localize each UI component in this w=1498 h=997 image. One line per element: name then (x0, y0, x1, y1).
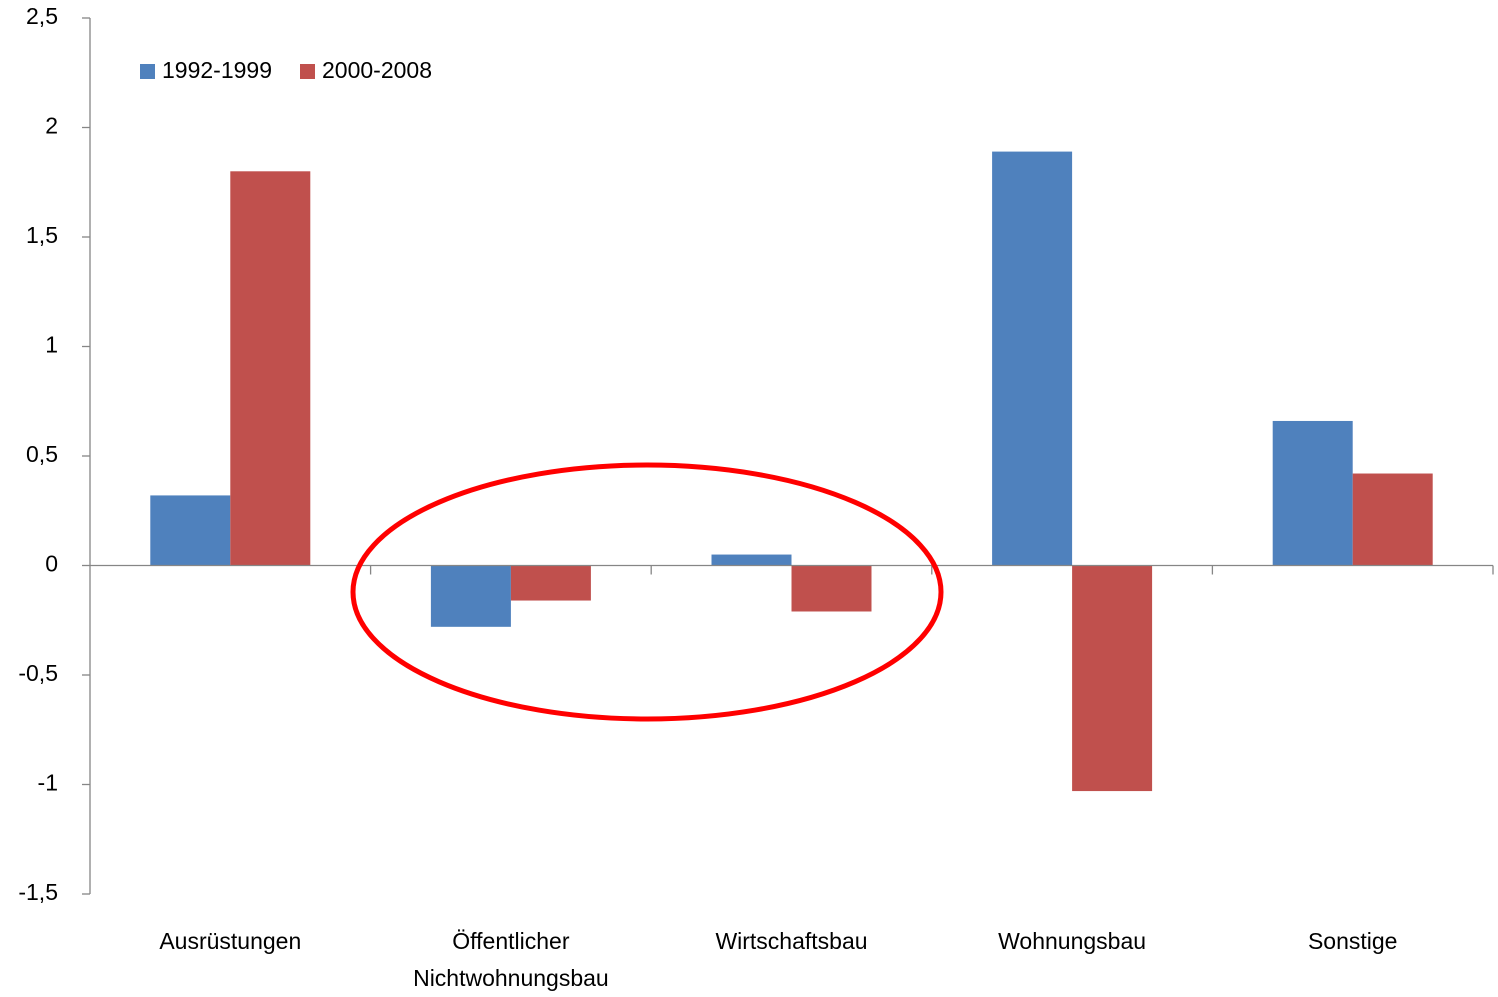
bar (791, 565, 872, 612)
y-tick-label: -1,5 (18, 879, 58, 905)
legend-swatch (140, 64, 155, 79)
bar (1352, 473, 1433, 566)
bar (230, 171, 311, 566)
y-tick-label: 0 (45, 551, 58, 577)
bar (992, 151, 1073, 566)
bar (150, 495, 231, 566)
bar (430, 565, 511, 627)
y-tick-label: 2 (45, 113, 58, 139)
y-tick-label: 0,5 (26, 441, 58, 467)
bar (711, 554, 792, 566)
y-tick-label: 1,5 (26, 222, 58, 248)
bar (1072, 565, 1153, 792)
x-tick-label: Wohnungsbau (998, 928, 1146, 954)
y-tick-label: -1 (38, 770, 58, 796)
x-tick-label: Öffentlicher Nichtwohnungsbau (413, 928, 609, 991)
legend-swatch (300, 64, 315, 79)
bar (1272, 420, 1353, 566)
legend-label: 2000-2008 (322, 57, 432, 83)
x-tick-label: Ausrüstungen (159, 928, 301, 954)
bar (510, 565, 591, 601)
x-tick-label: Sonstige (1308, 928, 1398, 954)
y-tick-label: 1 (45, 332, 58, 358)
highlight-ellipse (350, 462, 944, 722)
legend-label: 1992-1999 (162, 57, 272, 83)
y-tick-label: -0,5 (18, 660, 58, 686)
x-tick-label: Wirtschaftsbau (715, 928, 867, 954)
y-tick-label: 2,5 (26, 3, 58, 29)
